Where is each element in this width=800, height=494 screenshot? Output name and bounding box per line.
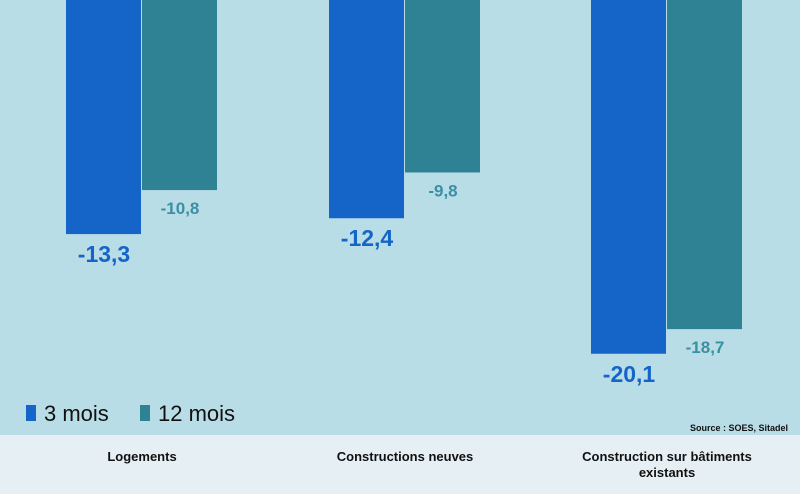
bar-12-mois-1 — [405, 0, 480, 173]
value-label-3-mois-2: -20,1 — [603, 361, 656, 387]
bar-12-mois-0 — [142, 0, 217, 191]
bar-3-mois-2 — [591, 0, 666, 354]
bars-group — [66, 0, 742, 354]
legend-swatch-12-mois — [140, 405, 150, 421]
value-label-12-mois-2: -18,7 — [686, 338, 725, 357]
category-labels-group: Logements Constructions neuves Constructio… — [107, 449, 752, 480]
source-note: Source : SOES, Sitadel — [690, 423, 788, 433]
legend-label-3-mois: 3 mois — [44, 401, 109, 426]
bar-3-mois-1 — [329, 0, 404, 219]
legend-swatch-3-mois — [26, 405, 36, 421]
legend: 3 mois 12 mois — [26, 401, 235, 426]
category-label-1: Constructions neuves — [337, 449, 474, 464]
category-label-2: Construction sur bâtiments existants — [582, 449, 752, 480]
category-label-0: Logements — [107, 449, 176, 464]
value-label-3-mois-1: -12,4 — [341, 225, 394, 251]
bar-3-mois-0 — [66, 0, 141, 235]
value-label-3-mois-0: -13,3 — [78, 241, 130, 267]
value-label-12-mois-0: -10,8 — [161, 199, 200, 218]
value-labels-group: -13,3 -12,4 -20,1 -10,8 -9,8 -18,7 — [78, 181, 725, 386]
value-label-12-mois-1: -9,8 — [428, 181, 457, 200]
legend-label-12-mois: 12 mois — [158, 401, 235, 426]
bar-12-mois-2 — [667, 0, 742, 330]
